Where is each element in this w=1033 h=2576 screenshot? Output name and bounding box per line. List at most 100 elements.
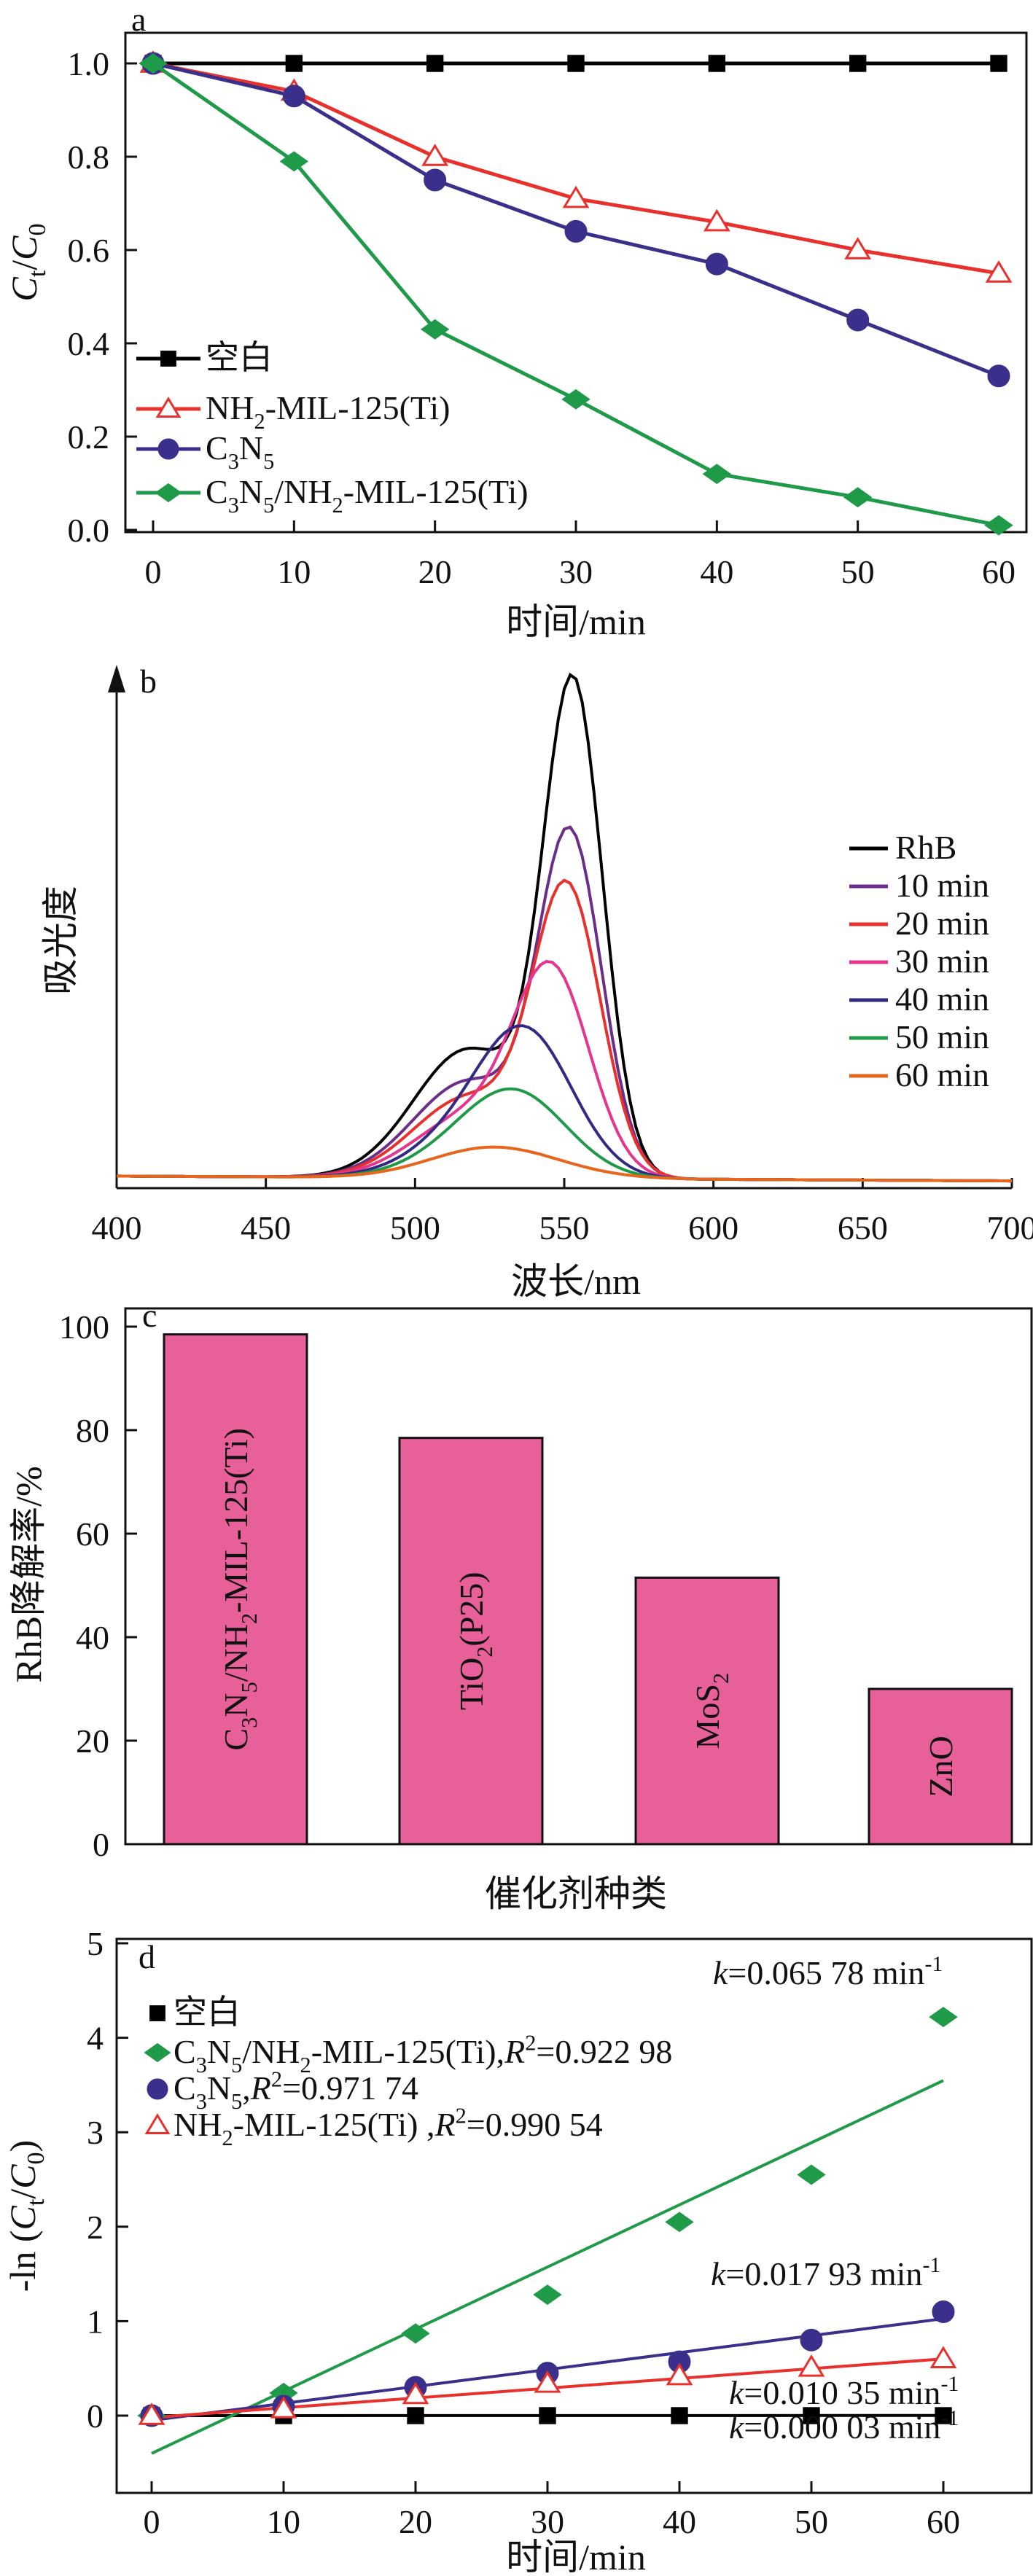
panel-a-point xyxy=(985,260,1013,283)
panel-d-point xyxy=(138,2403,165,2425)
panel-d-point xyxy=(929,2346,957,2368)
panel-c-ytick-label: 80 xyxy=(76,1412,109,1449)
panel-a-point xyxy=(420,319,450,340)
panel-c-bar-label: MoS2 xyxy=(689,1673,733,1749)
panel-d-point xyxy=(935,2407,952,2424)
panel-b-legend-text: 50 min xyxy=(895,1018,989,1055)
panel-a-xtick-label: 40 xyxy=(700,553,733,590)
panel-d-ytick-label: 4 xyxy=(87,2020,104,2057)
panel-a-point xyxy=(708,55,726,72)
panel-a-point xyxy=(703,208,730,232)
panel-d-legend-marker xyxy=(144,2042,171,2063)
panel-b-xtick-label: 700 xyxy=(987,1209,1033,1246)
panel-a-point xyxy=(702,464,732,485)
panel-d-ytick-label: 5 xyxy=(87,1925,104,1962)
panel-d-label: d xyxy=(139,1938,155,1975)
panel-d-point xyxy=(534,2370,561,2393)
panel-c-bar xyxy=(398,1437,544,1846)
panel-c-ytick-label: 60 xyxy=(76,1515,109,1553)
panel-c-chart: c 0 20 40 60 80 100 RhB降解率/% 催化剂种类 C3N5/NH2-MIL-1… xyxy=(8,1297,1033,1914)
panel-b-xtick-label: 400 xyxy=(92,1209,142,1246)
panel-d-point xyxy=(929,2007,958,2028)
panel-a-point xyxy=(282,85,305,108)
panel-d-k-annotation: k=0.065 78 min-1 xyxy=(713,1952,943,1991)
panel-d-frame xyxy=(115,1937,1033,2494)
panel-a-label: a xyxy=(131,1,146,38)
panel-d-legend-marker xyxy=(144,2113,171,2134)
panel-a-xtick-label: 50 xyxy=(841,553,875,590)
panel-a-xtick-label: 10 xyxy=(277,553,311,590)
panel-a-legend-marker xyxy=(155,483,182,503)
panel-d-point xyxy=(402,2381,429,2405)
panel-a-xtick-label: 20 xyxy=(418,553,452,590)
panel-c-label: c xyxy=(142,1297,157,1334)
panel-c-ytick-label: 100 xyxy=(59,1308,109,1346)
panel-d-point xyxy=(803,2407,820,2424)
panel-a-point xyxy=(843,487,873,508)
panel-b-spectrum-line xyxy=(116,1087,1013,1183)
panel-a-point xyxy=(987,364,1010,388)
panel-a-legend-text: 空白 xyxy=(206,339,273,376)
panel-d-ytick-label: 3 xyxy=(87,2114,104,2151)
panel-d-point xyxy=(671,2407,688,2424)
panel-b-legend-text: 20 min xyxy=(895,905,989,942)
panel-c-bar-label: C3N5/NH2-MIL-125(Ti) xyxy=(217,1428,262,1751)
panel-a-point xyxy=(421,144,449,166)
panel-a-legend-text: C3N5/NH2-MIL-125(Ti) xyxy=(206,473,529,518)
panel-c-bar xyxy=(163,1333,308,1846)
panel-c-frame xyxy=(124,1307,1033,1846)
panel-a-point xyxy=(285,55,303,72)
panel-a-ytick-label: 1.0 xyxy=(68,45,110,82)
panel-a-point xyxy=(984,515,1013,536)
panel-d-legend-marker xyxy=(149,2005,165,2021)
panel-b-y-arrow xyxy=(108,665,125,692)
panel-d-point xyxy=(407,2407,424,2424)
panel-c-bar xyxy=(634,1576,780,1846)
panel-a-ytick-label: 0.4 xyxy=(68,325,110,362)
panel-d-legend-text: C3N5,R2=0.971 74 xyxy=(174,2067,418,2114)
panel-a-point xyxy=(139,53,168,74)
panel-d-point xyxy=(401,2323,430,2344)
panel-c-bar-label: ZnO xyxy=(922,1736,959,1797)
panel-b-legend-text: 10 min xyxy=(895,867,989,904)
panel-b-spectrum-line xyxy=(116,1024,1013,1183)
panel-a-series-line xyxy=(152,61,999,528)
panel-a-ylabel: Ct/C0 xyxy=(4,223,51,301)
panel-d-legend-text: C3N5/NH2-MIL-125(Ti),R2=0.922 98 xyxy=(174,2031,672,2077)
panel-d-k-annotation: k=0.000 03 min-1 xyxy=(729,2406,959,2446)
panel-d-point xyxy=(798,2354,825,2377)
panel-c-bar xyxy=(868,1687,1013,1846)
panel-b-spectrum-line xyxy=(116,1145,1013,1183)
panel-d-point xyxy=(533,2284,562,2306)
panel-d-xtick-label: 30 xyxy=(531,2503,564,2540)
panel-a-point xyxy=(849,55,867,72)
panel-d-legend-text: NH2-MIL-125(Ti) ,R2=0.990 54 xyxy=(174,2104,603,2150)
panel-a-legend-marker xyxy=(160,351,176,367)
panel-c-xlabel: 催化剂种类 xyxy=(485,1873,667,1914)
panel-d-xtick-label: 10 xyxy=(267,2503,300,2540)
panel-c-ylabel: RhB降解率/% xyxy=(8,1466,49,1682)
panel-d-point xyxy=(270,2396,297,2419)
panel-a-legend-text: C3N5 xyxy=(206,429,274,474)
panel-a-point xyxy=(279,151,309,172)
panel-d-point xyxy=(932,2300,955,2323)
panel-a-series-line xyxy=(152,61,999,378)
panel-a-legend-marker xyxy=(157,438,179,460)
panel-b-xtick-label: 550 xyxy=(539,1209,590,1246)
panel-d-legend-marker xyxy=(147,2078,168,2100)
panel-a-chart: a 0 10 20 30 40 50 60 0.0 0.2 0.4 0.6 0.8 1.0 时间/min Ct… xyxy=(4,1,1028,642)
panel-d-k-annotation: k=0.010 35 min-1 xyxy=(729,2372,959,2411)
panel-a-point xyxy=(844,237,872,259)
panel-d-ylabel: -ln (Ct/C0) xyxy=(2,2140,50,2292)
panel-d-xtick-label: 40 xyxy=(663,2503,696,2540)
panel-d-ytick-label: 2 xyxy=(87,2209,104,2246)
panel-b-legend-text: RhB xyxy=(895,829,956,866)
panel-c-bar-label: TiO2(P25) xyxy=(453,1572,497,1710)
panel-a-xtick-label: 60 xyxy=(982,553,1016,590)
panel-a-legend-marker xyxy=(155,397,182,418)
panel-d-point xyxy=(539,2407,556,2424)
panel-c-ytick-label: 40 xyxy=(76,1619,109,1656)
panel-d-point xyxy=(797,2164,826,2185)
